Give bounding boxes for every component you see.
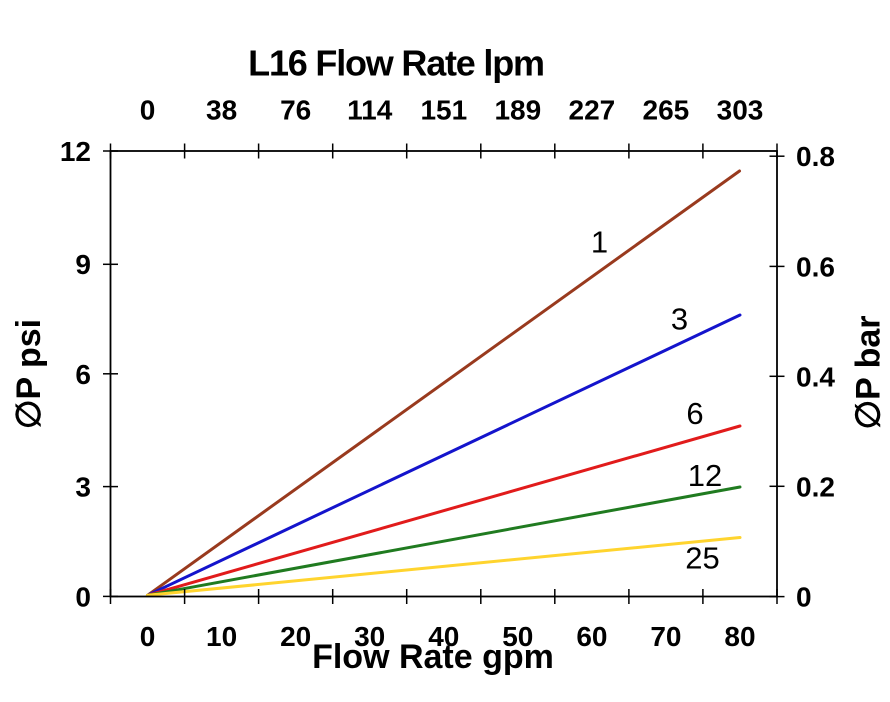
svg-text:227: 227 <box>569 95 616 126</box>
svg-text:76: 76 <box>280 95 311 126</box>
svg-text:0.2: 0.2 <box>796 471 835 502</box>
svg-text:0: 0 <box>75 581 91 612</box>
svg-text:60: 60 <box>576 621 607 652</box>
svg-text:0: 0 <box>140 621 156 652</box>
svg-text:0: 0 <box>796 582 812 613</box>
svg-text:0.6: 0.6 <box>796 251 835 282</box>
svg-text:70: 70 <box>650 621 681 652</box>
svg-text:0: 0 <box>140 95 156 126</box>
svg-text:30: 30 <box>354 621 385 652</box>
svg-text:Flow Rate gpm: Flow Rate gpm <box>312 638 554 676</box>
svg-text:12: 12 <box>60 136 91 167</box>
svg-text:∅P bar: ∅P bar <box>850 315 888 429</box>
svg-text:80: 80 <box>724 621 755 652</box>
svg-text:10: 10 <box>206 621 237 652</box>
svg-text:40: 40 <box>428 621 459 652</box>
svg-text:265: 265 <box>643 95 690 126</box>
svg-text:151: 151 <box>420 95 467 126</box>
svg-text:3: 3 <box>75 472 91 503</box>
svg-text:9: 9 <box>75 249 91 280</box>
svg-text:3: 3 <box>671 302 688 337</box>
svg-text:12: 12 <box>688 458 722 493</box>
svg-text:∅P psi: ∅P psi <box>10 319 48 429</box>
svg-text:25: 25 <box>685 541 719 576</box>
svg-text:6: 6 <box>75 359 91 390</box>
svg-text:0.8: 0.8 <box>796 141 835 172</box>
svg-text:0.4: 0.4 <box>796 361 835 392</box>
svg-text:189: 189 <box>494 95 541 126</box>
svg-text:20: 20 <box>280 621 311 652</box>
svg-text:114: 114 <box>347 95 393 126</box>
svg-text:50: 50 <box>502 621 533 652</box>
svg-text:6: 6 <box>686 396 703 431</box>
svg-text:1: 1 <box>591 225 608 260</box>
svg-text:L16 Flow Rate lpm: L16 Flow Rate lpm <box>248 43 544 84</box>
svg-text:38: 38 <box>206 95 237 126</box>
svg-text:303: 303 <box>717 95 764 126</box>
